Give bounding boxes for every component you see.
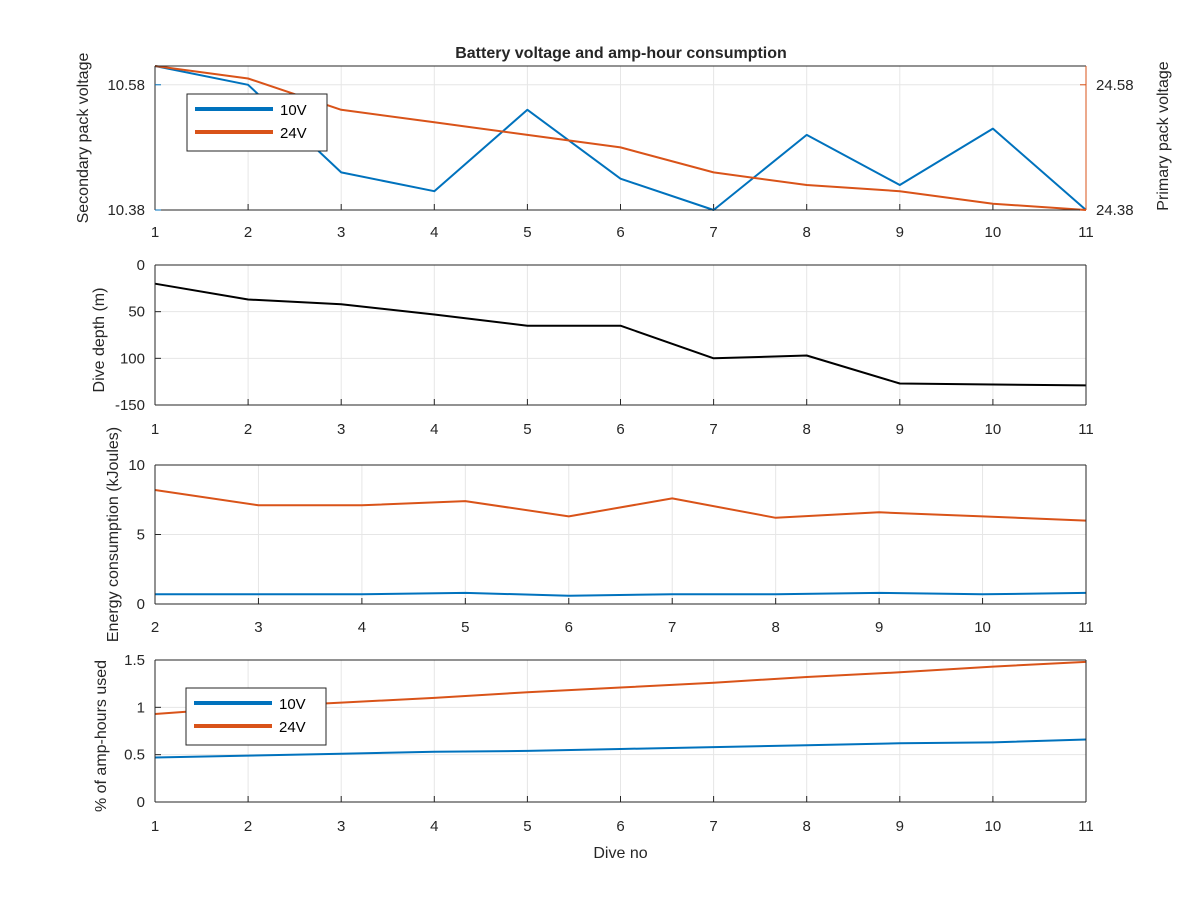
x-tick-label: 1: [151, 421, 159, 438]
x-tick-label: 8: [803, 421, 811, 438]
x-tick-label: 1: [151, 224, 159, 241]
y-tick-label: -150: [115, 397, 145, 414]
line-10v-energy: [155, 591, 1087, 597]
x-tick-label: 5: [523, 421, 531, 438]
x-tick-label: 2: [151, 619, 159, 636]
x-tick-label: 7: [709, 224, 717, 241]
x-tick-label: 10: [974, 619, 991, 636]
x-tick-label: 4: [430, 818, 438, 835]
x-tick-label: 11: [1078, 818, 1094, 835]
x-tick-label: 8: [803, 224, 811, 241]
y-tick-label: 50: [128, 304, 145, 321]
x-tick-label: 7: [709, 421, 717, 438]
legend-box: [185, 687, 327, 746]
y-tick-label: 0: [137, 257, 145, 274]
legend-label: 10V: [279, 696, 306, 713]
x-tick-label: 11: [1078, 224, 1094, 241]
y-tick-label: 1.5: [124, 652, 145, 669]
x-tick-label: 10: [985, 421, 1002, 438]
x-tick-label: 10: [985, 224, 1002, 241]
y-tick-label: 0: [137, 596, 145, 613]
y-tick-label: 0: [137, 794, 145, 811]
x-tick-label: 2: [244, 421, 252, 438]
x-tick-label: 11: [1078, 619, 1094, 636]
x-tick-label: 9: [896, 818, 904, 835]
y-tick-label: 10: [128, 457, 145, 474]
x-tick-label: 3: [254, 619, 262, 636]
x-tick-label: 5: [523, 818, 531, 835]
y-right-tick-label: 24.58: [1096, 77, 1134, 94]
y-tick-label: 10.38: [107, 202, 145, 219]
x-tick-label: 3: [337, 818, 345, 835]
y-axis-label: Dive depth (m): [91, 288, 108, 393]
x-tick-label: 4: [358, 619, 366, 636]
x-tick-label: 6: [616, 818, 624, 835]
x-tick-label: 8: [803, 818, 811, 835]
x-tick-label: 4: [430, 421, 438, 438]
x-tick-label: 3: [337, 421, 345, 438]
legend-label: 24V: [280, 125, 307, 142]
y-tick-label: 100: [120, 350, 145, 367]
y-tick-label: 0.5: [124, 747, 145, 764]
x-tick-label: 11: [1078, 421, 1094, 438]
y-axis-label: % of amp-hours used: [93, 660, 110, 812]
y-tick-label: 5: [137, 527, 145, 544]
x-tick-label: 1: [151, 818, 159, 835]
y-axis-label-left: Secondary pack voltage: [75, 53, 92, 224]
y-tick-label: 1: [137, 699, 145, 716]
legend-label: 24V: [279, 719, 306, 736]
x-tick-label: 9: [896, 421, 904, 438]
x-tick-label: 2: [244, 818, 252, 835]
x-tick-label: 6: [616, 421, 624, 438]
line-dive-depth: [154, 282, 1087, 387]
x-tick-label: 9: [875, 619, 883, 636]
legend-label: 10V: [280, 102, 307, 119]
x-axis-label: Dive no: [593, 845, 647, 862]
x-tick-label: 5: [461, 619, 469, 636]
y-axis-label: Energy consumption (kJoules): [105, 427, 122, 642]
x-tick-label: 6: [565, 619, 573, 636]
y-right-tick-label: 24.38: [1096, 202, 1134, 219]
line-10v-amp-hours: [154, 738, 1087, 759]
x-tick-label: 9: [896, 224, 904, 241]
x-tick-label: 4: [430, 224, 438, 241]
figure-title: Battery voltage and amp-hour consumption: [455, 45, 787, 62]
x-tick-label: 10: [985, 818, 1002, 835]
x-tick-label: 2: [244, 224, 252, 241]
x-tick-label: 7: [709, 818, 717, 835]
line-24v-energy: [154, 489, 1087, 522]
x-tick-label: 5: [523, 224, 531, 241]
y-axis-label-right: Primary pack voltage: [1155, 61, 1172, 210]
legend-box: [186, 93, 328, 152]
x-tick-label: 6: [616, 224, 624, 241]
x-tick-label: 8: [771, 619, 779, 636]
x-tick-label: 7: [668, 619, 676, 636]
y-tick-label: 10.58: [107, 77, 145, 94]
x-tick-label: 3: [337, 224, 345, 241]
